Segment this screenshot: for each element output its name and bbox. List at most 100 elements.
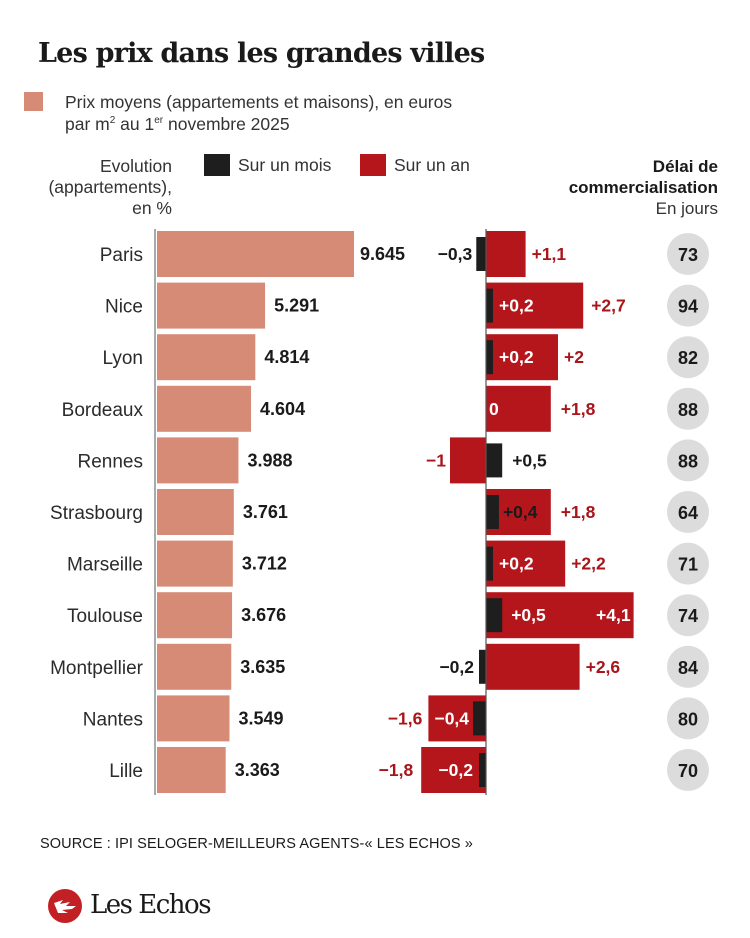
legend-price-unit: par m	[65, 114, 110, 134]
city-label: Marseille	[67, 555, 143, 576]
delay-circle	[667, 542, 709, 585]
year-change-bar	[421, 747, 486, 793]
year-change-label: +2,7	[591, 296, 626, 316]
city-label: Bordeaux	[62, 400, 144, 421]
year-change-label: +1,8	[561, 399, 596, 419]
year-change-bar	[486, 592, 634, 639]
delay-value-label: 88	[678, 451, 698, 471]
delay-value-label: 88	[678, 400, 698, 420]
month-change-bar	[486, 288, 493, 323]
delay-value-label: 71	[678, 555, 698, 575]
price-bar	[157, 747, 226, 793]
city-label: Lyon	[103, 348, 144, 369]
price-value-label: 3.363	[235, 760, 280, 780]
year-change-bar	[486, 385, 551, 432]
price-bar	[157, 385, 252, 432]
month-change-bar	[473, 701, 486, 736]
month-change-label: +0,2	[499, 554, 534, 574]
month-change-label: 0	[489, 399, 499, 419]
month-change-label: +0,5	[511, 605, 546, 625]
month-change-label: +0,5	[512, 450, 547, 470]
delay-circle	[667, 233, 709, 275]
delay-value-label: 74	[678, 606, 698, 626]
delay-circle	[667, 645, 709, 688]
city-label: Strasbourg	[50, 503, 143, 524]
month-change-bar	[486, 546, 493, 581]
delay-circle	[667, 491, 709, 533]
city-label: Paris	[100, 245, 143, 266]
legend-price-line2: par m2 au 1er novembre 2025	[65, 113, 525, 135]
city-label: Lille	[109, 761, 143, 782]
delay-circle	[667, 284, 709, 327]
pegasus-icon	[48, 889, 82, 923]
month-change-bar	[486, 443, 503, 478]
year-change-label: +2	[564, 347, 584, 367]
city-label: Nice	[105, 297, 143, 318]
price-value-label: 5.291	[274, 296, 319, 316]
source-note: SOURCE : IPI SELOGER-MEILLEURS AGENTS-« …	[40, 836, 473, 852]
delay-header: Délai de commercialisation En jours	[569, 156, 718, 219]
year-change-label: +2,2	[571, 554, 606, 574]
year-change-label: −1	[426, 450, 446, 470]
month-change-label: −0,4	[434, 708, 469, 728]
price-value-label: 3.712	[242, 554, 287, 574]
delay-circle	[667, 594, 709, 637]
year-change-bar	[450, 437, 486, 484]
price-value-label: 9.645	[360, 244, 405, 264]
price-value-label: 3.635	[240, 657, 285, 677]
month-change-label: −0,2	[438, 760, 473, 780]
price-bar	[157, 282, 266, 329]
month-change-label: +0,2	[499, 296, 534, 316]
delay-header-line3: En jours	[655, 199, 718, 218]
delay-value-label: 64	[678, 503, 698, 523]
delay-value-label: 84	[678, 658, 698, 678]
price-bar	[157, 540, 233, 587]
delay-header-line1: Délai de	[652, 157, 718, 176]
legend-price-line1: Prix moyens (appartements et maisons), e…	[65, 92, 453, 112]
price-value-label: 3.988	[247, 450, 292, 470]
delay-circle	[667, 749, 709, 791]
month-change-bar	[486, 495, 499, 529]
price-value-label: 4.604	[260, 399, 305, 419]
legend-swatch-month	[204, 154, 230, 176]
month-change-label: −0,2	[439, 657, 474, 677]
delay-header-line2: commercialisation	[568, 178, 718, 197]
city-label: Montpellier	[50, 658, 144, 679]
delay-circle	[667, 387, 709, 430]
delay-value-label: 73	[678, 245, 698, 265]
legend-price-date-a: au 1	[115, 114, 155, 134]
delay-circle	[667, 336, 709, 379]
year-change-label: +1,1	[532, 244, 567, 264]
price-bar	[157, 231, 354, 277]
city-label: Nantes	[83, 709, 143, 730]
year-change-label: +4,1	[596, 605, 631, 625]
legend-month-label: Sur un mois	[238, 155, 332, 175]
price-bar	[157, 437, 239, 484]
price-bar	[157, 643, 232, 690]
month-change-label: +0,2	[499, 347, 534, 367]
year-change-bar	[486, 334, 558, 381]
year-change-label: −1,6	[388, 708, 423, 728]
price-bar	[157, 592, 233, 639]
price-value-label: 3.549	[238, 708, 283, 728]
month-change-bar	[486, 340, 493, 375]
year-change-label: +1,8	[561, 502, 596, 522]
legend-price-date-b: novembre 2025	[163, 114, 290, 134]
city-label: Toulouse	[67, 606, 143, 627]
month-change-label: −0,3	[438, 244, 473, 264]
evolution-line3: en %	[132, 198, 172, 218]
year-change-bar	[486, 282, 584, 329]
delay-value-label: 80	[678, 709, 698, 729]
evolution-line1: Evolution	[100, 156, 172, 176]
legend-price-text: Prix moyens (appartements et maisons), e…	[65, 91, 525, 135]
year-change-label: −1,8	[379, 760, 414, 780]
price-bar	[157, 695, 230, 742]
price-value-label: 3.676	[241, 605, 286, 625]
price-bar	[157, 334, 256, 381]
legend-year-label: Sur un an	[394, 155, 470, 175]
legend-swatch-price	[24, 92, 43, 111]
legend-sup-squared: 2	[109, 115, 116, 126]
price-bar	[157, 489, 234, 535]
month-change-bar	[479, 753, 486, 787]
